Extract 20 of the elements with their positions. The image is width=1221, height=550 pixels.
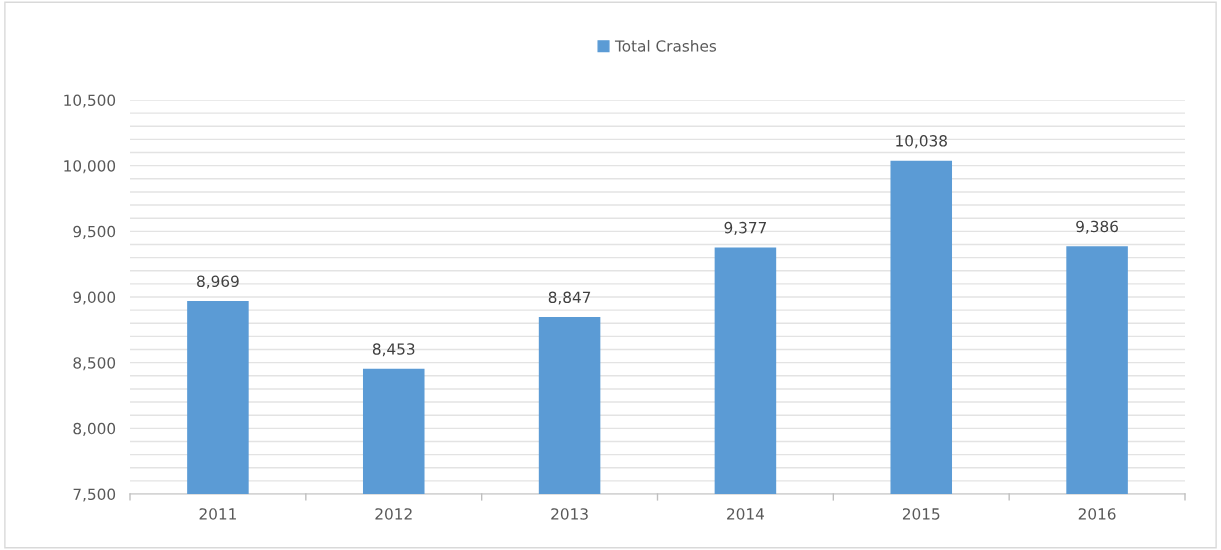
text: 9,386 bbox=[1076, 220, 1118, 234]
y-tick-label: 8,000 bbox=[73, 422, 116, 436]
x-tick-label: 2012 bbox=[375, 508, 412, 520]
text: 9,377 bbox=[724, 221, 766, 235]
text: 8,847 bbox=[548, 291, 591, 305]
text: 8,969 bbox=[197, 275, 239, 289]
y-tick-label: 9,000 bbox=[73, 291, 116, 305]
y-tick-label: 10,500 bbox=[64, 94, 116, 108]
y-tick-label: 7,500 bbox=[73, 488, 116, 502]
y-tick-label: 9,500 bbox=[73, 225, 116, 239]
y-tick-label: 10,000 bbox=[64, 160, 116, 174]
x-tick-label: 2014 bbox=[727, 508, 764, 520]
text: 8,453 bbox=[372, 343, 415, 357]
x-tick-label: 2015 bbox=[902, 508, 940, 520]
x-tick-label: 2013 bbox=[551, 508, 588, 520]
text: 10,038 bbox=[896, 135, 947, 149]
x-tick-label: 2011 bbox=[199, 508, 236, 520]
y-tick-label: 8,500 bbox=[73, 357, 116, 371]
x-tick-label: 2016 bbox=[1078, 508, 1116, 520]
legend-label: Total Crashes bbox=[614, 39, 717, 52]
